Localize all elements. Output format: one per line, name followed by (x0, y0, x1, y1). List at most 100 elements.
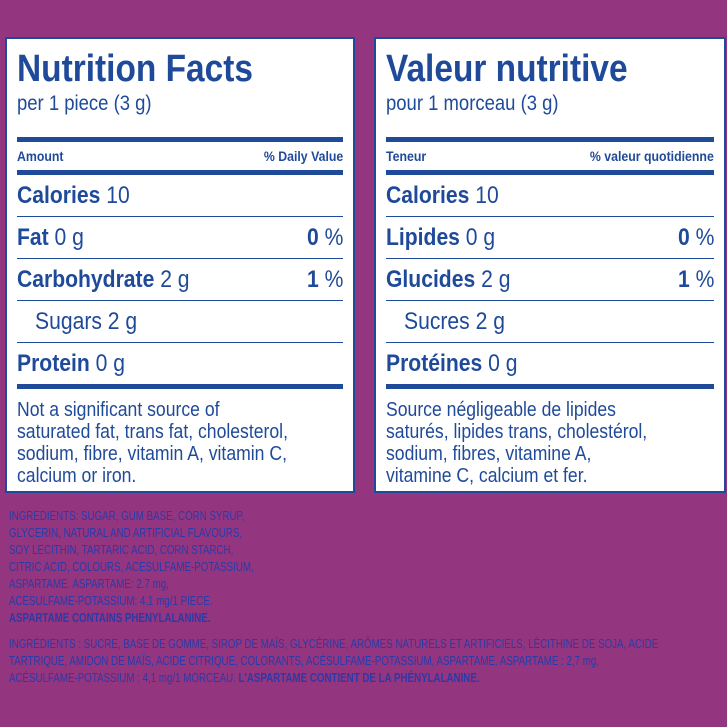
nutrient-amount: 0 g (488, 349, 518, 377)
dv-header: % valeur quotidienne (590, 148, 714, 164)
nutrient: Sugars 2 g (35, 308, 137, 336)
amount-header: Teneur (386, 148, 427, 164)
nutrient-row: Glucides 2 g 1 % (386, 259, 714, 301)
nutrient-label: Sugars (35, 307, 102, 335)
ingredient-row: ACESULFAME-POTASSIUM: 4.1 mg/1 PIECE. (9, 593, 323, 610)
ingredient-text: TARTRIQUE, AMIDON DE MAÏS, ACIDE CITRIQU… (9, 654, 599, 668)
dv-number: 1 (306, 265, 319, 293)
ingredients: INGREDIENTS: SUGAR, GUM BASE, CORN SYRUP… (9, 508, 323, 627)
serving-size: per 1 piece (3 g) (17, 92, 152, 115)
nutrition-panel: Nutrition Facts per 1 piece (3 g) Amount % … (5, 37, 355, 493)
ingredient-line: SOY LECITHIN, TARTARIC ACID, CORN STARCH… (9, 542, 233, 559)
footnote-line: vitamine C, calcium et fer. (386, 465, 588, 487)
ingredient-line: GLYCERIN, NATURAL AND ARTIFICIAL FLAVOUR… (9, 525, 242, 542)
footnote-line: saturated fat, trans fat, cholesterol, (17, 421, 288, 443)
nutrient-amount: 2 g (475, 307, 505, 335)
nutrient-label: Calories (17, 181, 101, 209)
footnote-row: saturated fat, trans fat, cholesterol, (17, 421, 343, 443)
footnote: Source négligeable de lipides saturés, li… (386, 389, 714, 487)
ingredient-row: INGREDIENTS: SUGAR, GUM BASE, CORN SYRUP… (9, 508, 323, 525)
nutrient-row: Calories 10 (386, 175, 714, 217)
footnote-row: Source négligeable de lipides (386, 399, 714, 421)
footnote-row: saturés, lipides trans, cholestérol, (386, 421, 714, 443)
nutrient-row: Carbohydrate 2 g 1 % (17, 259, 343, 301)
ingredient-row: ASPARTAME. ASPARTAME: 2.7 mg, (9, 576, 323, 593)
nutrient-amount: 10 (475, 181, 499, 209)
amount-header: Amount (17, 148, 64, 164)
daily-value: 1 % (678, 266, 714, 294)
ingredient-text: ACESULFAME-POTASSIUM: 4.1 mg/1 PIECE. (9, 594, 213, 608)
ingredient-line: INGREDIENTS: SUGAR, GUM BASE, CORN SYRUP… (9, 508, 244, 525)
nutrient-label: Calories (386, 181, 470, 209)
footnote: Not a significant source of saturated fat… (17, 389, 343, 487)
daily-value: 0 % (678, 224, 714, 252)
nutrient-row: Protein 0 g (17, 343, 343, 389)
serving-row: per 1 piece (3 g) (17, 91, 343, 142)
nutrient-amount: 2 g (481, 265, 511, 293)
nutrient-label: Sucres (404, 307, 470, 335)
footnote-line: Source négligeable de lipides (386, 399, 616, 421)
nutrient-row: Lipides 0 g 0 % (386, 217, 714, 259)
nutrient-row: Sugars 2 g (17, 301, 343, 343)
footnote-line: sodium, fibres, vitamine A, (386, 443, 592, 465)
ingredient-row: INGRÉDIENTS : SUCRE, BASE DE GOMME, SIRO… (9, 636, 727, 653)
header-row: Amount % Daily Value (17, 142, 343, 175)
footnote-row: calcium or iron. (17, 465, 343, 487)
footnote-line: saturés, lipides trans, cholestérol, (386, 421, 648, 443)
nutrient: Protéines 0 g (386, 350, 517, 378)
nutrient: Lipides 0 g (386, 224, 495, 252)
header-row: Teneur % valeur quotidienne (386, 142, 714, 175)
footnote-line: sodium, fibre, vitamin A, vitamin C, (17, 443, 287, 465)
nutrient: Carbohydrate 2 g (17, 266, 190, 294)
footnote-row: sodium, fibres, vitamine A, (386, 443, 714, 465)
footnote-row: sodium, fibre, vitamin A, vitamin C, (17, 443, 343, 465)
ingredient-line: ACÉSULFAME-POTASSIUM : 4,1 mg/1 MORCEAU.… (9, 670, 480, 687)
dv-unit: % (695, 265, 714, 293)
ingredient-row: ASPARTAME CONTAINS PHENYLALANINE. (9, 610, 323, 627)
dv-header: % Daily Value (263, 148, 343, 164)
dv-number: 0 (306, 223, 319, 251)
nutrient-amount: 0 g (95, 349, 126, 377)
panel-title: Valeur nutritive (386, 48, 628, 90)
ingredients: INGRÉDIENTS : SUCRE, BASE DE GOMME, SIRO… (9, 636, 727, 687)
nutrition-panel: Valeur nutritive pour 1 morceau (3 g) Tene… (374, 37, 726, 493)
ingredient-line: INGRÉDIENTS : SUCRE, BASE DE GOMME, SIRO… (9, 636, 658, 653)
nutrient-amount: 0 g (54, 223, 84, 251)
footnote-row: Not a significant source of (17, 399, 343, 421)
nutrient: Fat 0 g (17, 224, 84, 252)
ingredient-text: INGRÉDIENTS : SUCRE, BASE DE GOMME, SIRO… (9, 637, 659, 651)
ingredient-row: CITRIC ACID, COLOURS, ACESULFAME-POTASSI… (9, 559, 323, 576)
ingredient-line: ACESULFAME-POTASSIUM: 4.1 mg/1 PIECE. (9, 593, 213, 610)
nutrient: Calories 10 (386, 182, 499, 210)
dv-unit: % (324, 223, 343, 251)
nutrient-amount: 10 (106, 181, 130, 209)
nutrient-row: Fat 0 g 0 % (17, 217, 343, 259)
ingredient-row: SOY LECITHIN, TARTARIC ACID, CORN STARCH… (9, 542, 323, 559)
ingredient-row: GLYCERIN, NATURAL AND ARTIFICIAL FLAVOUR… (9, 525, 323, 542)
nutrient-row: Protéines 0 g (386, 343, 714, 389)
ingredient-text: SOY LECITHIN, TARTARIC ACID, CORN STARCH… (9, 543, 234, 557)
nutrient-label: Fat (17, 223, 49, 251)
ingredient-row: TARTRIQUE, AMIDON DE MAÏS, ACIDE CITRIQU… (9, 653, 727, 670)
nutrient-amount: 0 g (465, 223, 496, 251)
nutrient-label: Protéines (386, 349, 483, 377)
nutrient-amount: 2 g (160, 265, 190, 293)
nutrient: Protein 0 g (17, 350, 125, 378)
nutrient-label: Carbohydrate (17, 265, 155, 293)
footnote-row: vitamine C, calcium et fer. (386, 465, 714, 487)
ingredient-text: INGREDIENTS: SUGAR, GUM BASE, CORN SYRUP… (9, 509, 245, 523)
nutrient-label: Protein (17, 349, 90, 377)
daily-value: 0 % (307, 224, 343, 252)
ingredient-row: ACÉSULFAME-POTASSIUM : 4,1 mg/1 MORCEAU.… (9, 670, 727, 687)
footnote-line: Not a significant source of (17, 399, 220, 421)
dv-number: 1 (677, 265, 690, 293)
daily-value: 1 % (307, 266, 343, 294)
panel-title: Nutrition Facts (17, 48, 253, 90)
ingredient-text: ACÉSULFAME-POTASSIUM : 4,1 mg/1 MORCEAU. (9, 671, 236, 685)
title-row: Nutrition Facts (17, 47, 343, 91)
nutrient-row: Sucres 2 g (386, 301, 714, 343)
ingredient-line: ASPARTAME CONTAINS PHENYLALANINE. (9, 610, 211, 627)
ingredient-text: GLYCERIN, NATURAL AND ARTIFICIAL FLAVOUR… (9, 526, 243, 540)
nutrient-row: Calories 10 (17, 175, 343, 217)
